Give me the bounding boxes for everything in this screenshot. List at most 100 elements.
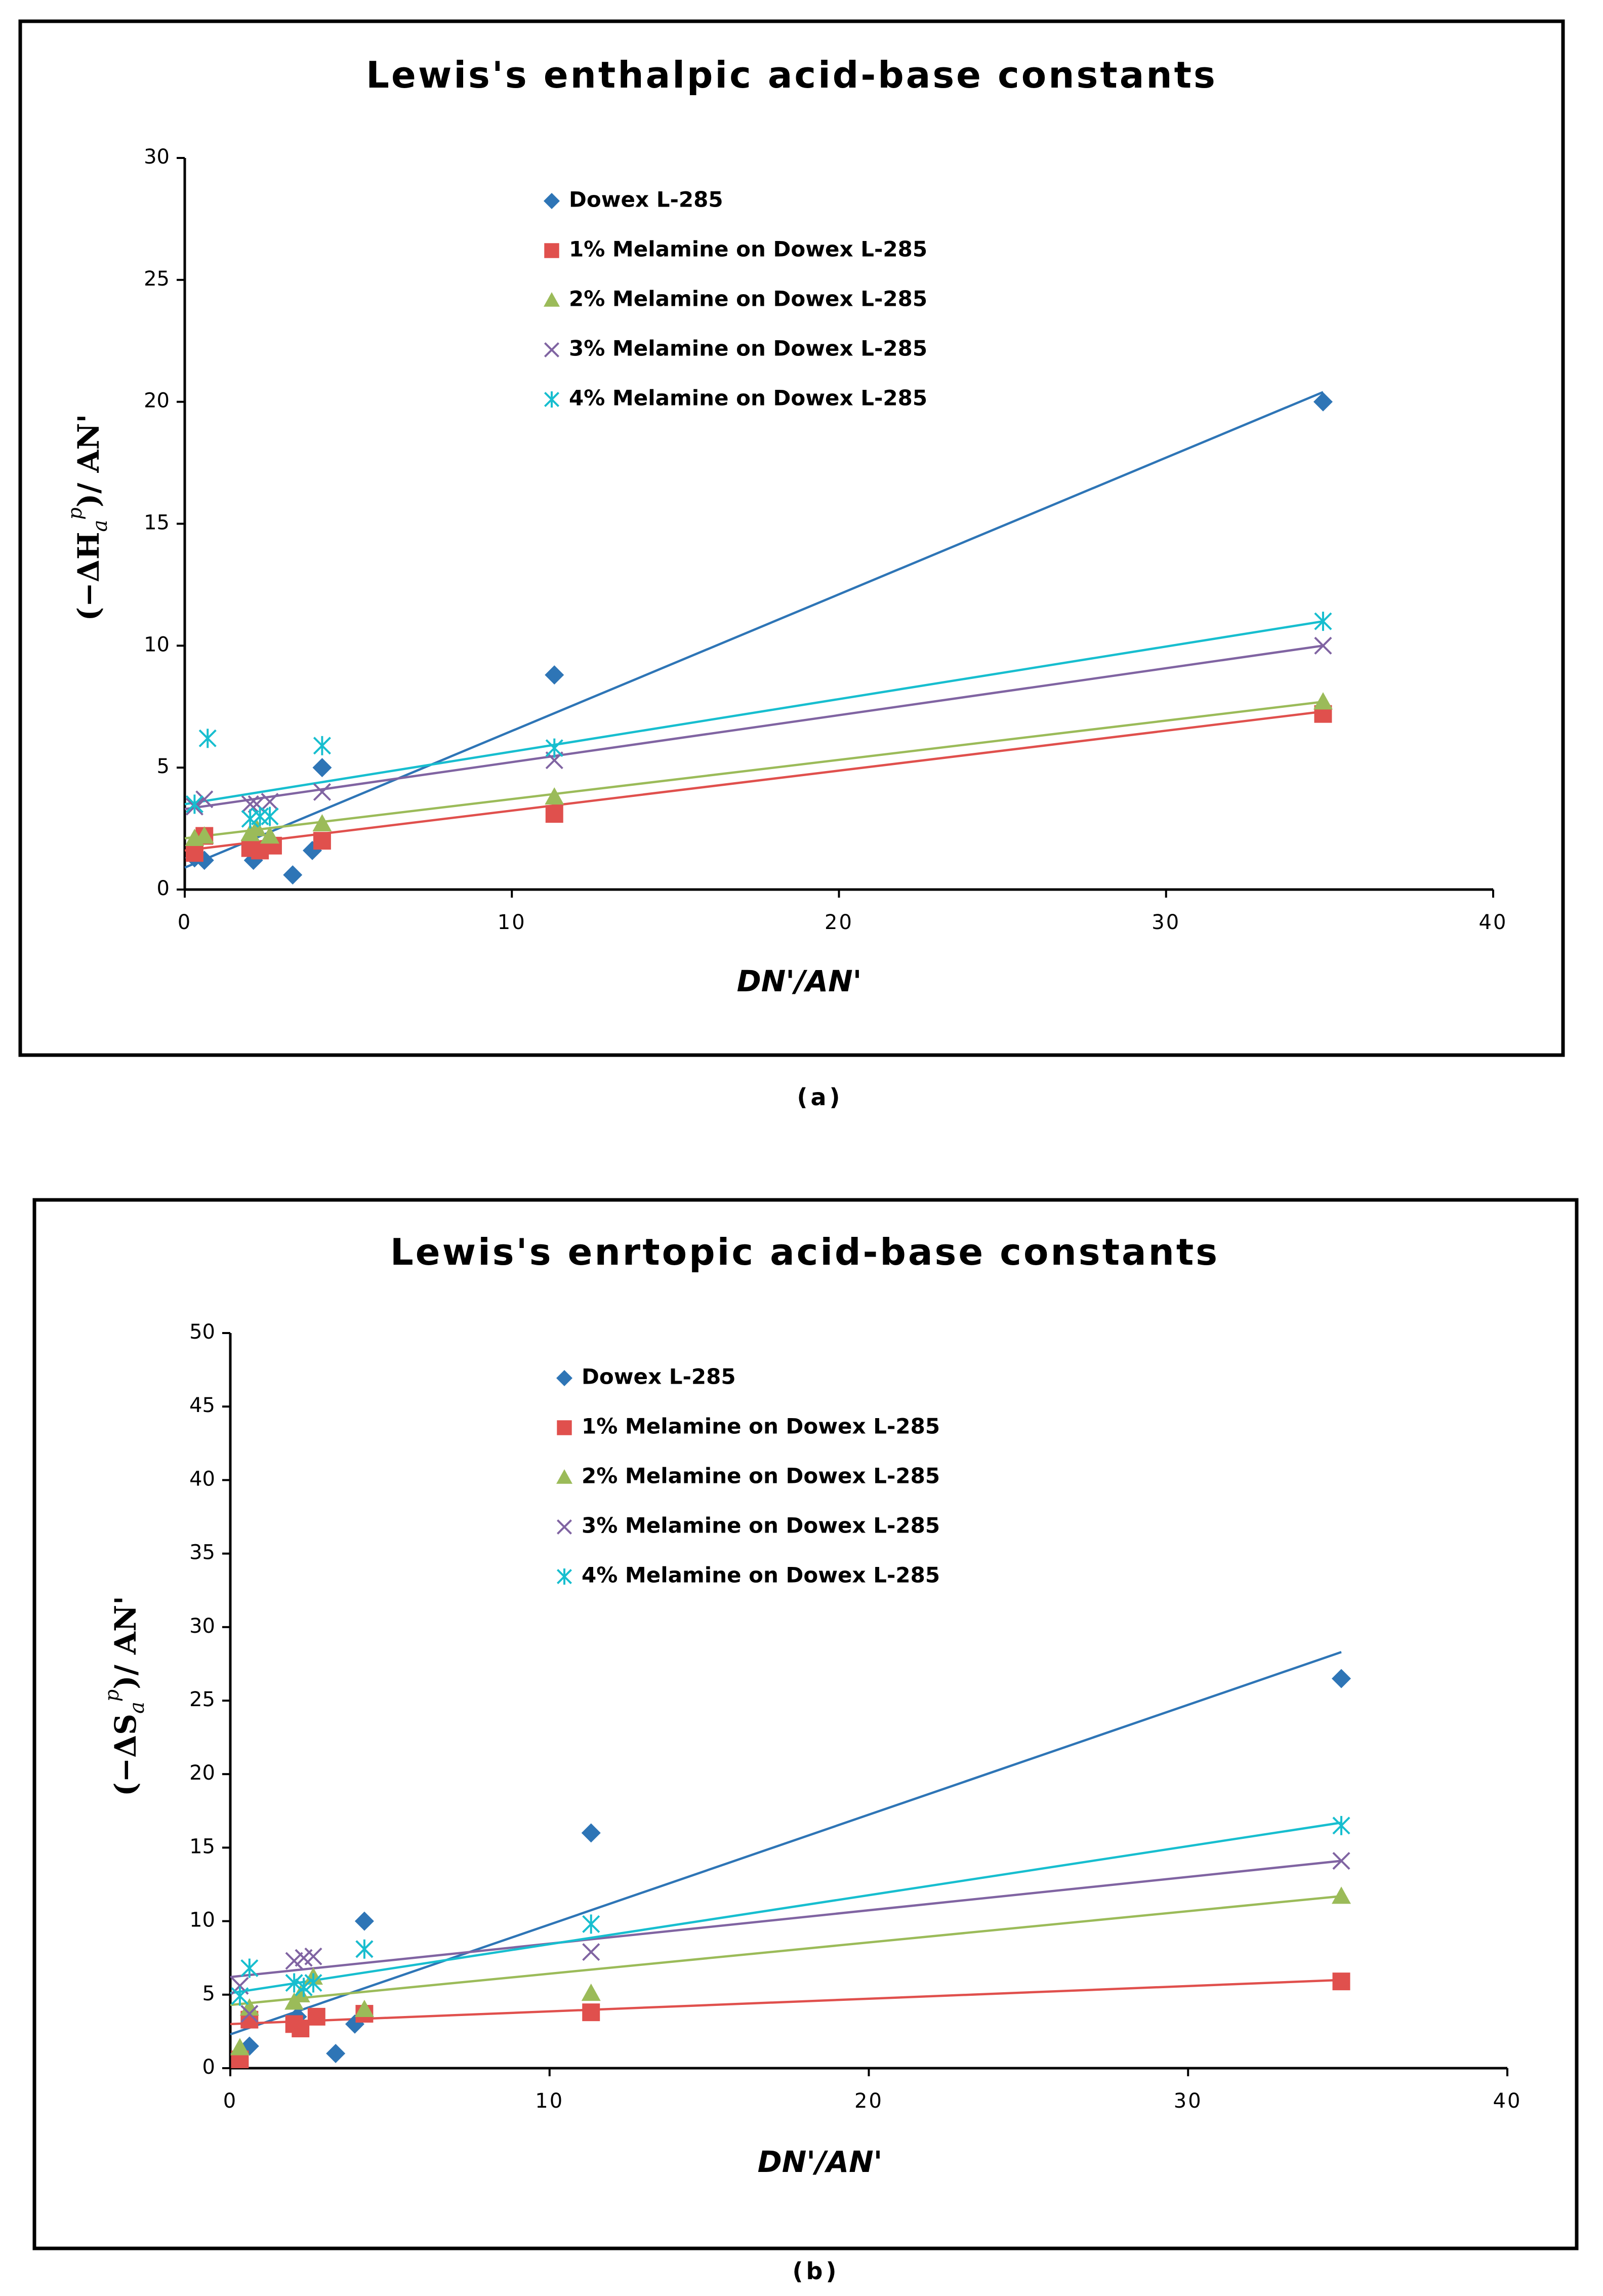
chart-b-trendline-series-5 (230, 1821, 1342, 1995)
chart-b-ytick-label: 40 (189, 1467, 215, 1491)
chart-a-point-series-1 (545, 665, 564, 685)
chart-b-caption: (b) (793, 2258, 840, 2285)
chart-a-point-series-3 (545, 787, 564, 805)
chart-a-legend-label-1: Dowex L-285 (569, 187, 723, 212)
chart-b-legend-entry-5: 4% Melamine on Dowex L-285 (556, 1563, 940, 1588)
chart-b-point-series-2 (307, 2007, 325, 2026)
chart-b-xtick-label: 20 (854, 2089, 883, 2113)
chart-b-point-series-3 (230, 2038, 250, 2056)
chart-a-ytick-label: 25 (144, 267, 170, 291)
chart-b-point-series-5 (295, 1978, 313, 1997)
chart-b-legend-marker-5 (556, 1568, 572, 1585)
chart-b-point-series-4 (1332, 1851, 1350, 1870)
chart-a-xtick-label: 20 (825, 911, 853, 934)
chart-a-legend-label-3: 2% Melamine on Dowex L-285 (569, 287, 927, 311)
chart-a-markers (185, 392, 1333, 885)
chart-b-markers (230, 1669, 1351, 2069)
panel-b-frame (32, 1198, 1579, 2250)
chart-b-title: Lewis's enrtopic acid-base constants (390, 1231, 1219, 1273)
chart-a-legend-entry-4: 3% Melamine on Dowex L-285 (544, 336, 927, 361)
chart-b-point-series-5 (1332, 1816, 1350, 1835)
chart-b-legend-label-1: Dowex L-285 (582, 1364, 736, 1389)
chart-a-point-series-5 (198, 729, 217, 748)
chart-b-point-series-3 (354, 1999, 374, 2018)
chart-b-point-series-2 (1332, 1972, 1350, 1991)
chart-b-legend-label-2: 1% Melamine on Dowex L-285 (582, 1414, 940, 1439)
chart-b-xtick-label: 30 (1174, 2089, 1203, 2113)
panel-b-chart: Lewis's enrtopic acid-base constants 0 5 1… (32, 1198, 1579, 2285)
chart-b-trendlines (230, 1651, 1342, 2036)
chart-a-point-series-3 (247, 819, 267, 836)
chart-b-legend-marker-4 (556, 1519, 572, 1535)
chart-a-legend-label-4: 3% Melamine on Dowex L-285 (569, 336, 927, 361)
chart-a-point-series-2 (545, 805, 563, 823)
chart-b-point-series-1 (1332, 1669, 1351, 1688)
chart-a-point-series-5 (545, 738, 563, 758)
chart-b-ylabel-sup: p (101, 1689, 123, 1702)
chart-a-legend-marker-2 (544, 243, 559, 258)
chart-b-trendline-series-2 (230, 1979, 1342, 2026)
chart-b-ytick-label: 50 (189, 1320, 215, 1344)
chart-b-point-series-3 (239, 1998, 259, 2016)
chart-a-trendline-series-4 (184, 645, 1324, 811)
chart-b-legend-entry-4: 3% Melamine on Dowex L-285 (556, 1513, 940, 1538)
chart-a-point-series-4 (241, 795, 259, 813)
chart-a-point-series-1 (1313, 392, 1333, 412)
chart-a-xtick-label: 10 (498, 911, 526, 934)
chart-a-trendline-series-5 (184, 620, 1324, 805)
chart-a-ylabel-close: )/ AN' (71, 414, 106, 508)
chart-a-point-series-2 (313, 832, 331, 850)
chart-a-trendline-series-2 (184, 710, 1324, 852)
chart-b-legend-marker-3 (556, 1469, 572, 1484)
chart-a-point-series-5 (313, 736, 331, 755)
chart-b-point-series-1 (326, 2043, 346, 2063)
chart-b-point-series-1 (581, 1823, 601, 1843)
chart-b-ytick-label: 10 (189, 1909, 215, 1932)
chart-b-ytick-label: 45 (189, 1394, 215, 1417)
chart-a-ytick-label: 5 (157, 755, 170, 778)
chart-a-ylabel-sub: a (89, 520, 112, 532)
chart-a-point-series-1 (312, 758, 332, 778)
chart-a-point-series-3 (312, 814, 332, 832)
chart-b-ylabel-open: (−ΔS (108, 1714, 143, 1796)
chart-b-ytick-label: 25 (189, 1688, 215, 1711)
chart-a-trendlines (184, 391, 1324, 869)
chart-b-trendline-series-1 (230, 1651, 1342, 2036)
chart-b-legend: Dowex L-285 1% Melamine on Dowex L-285 2% … (556, 1364, 940, 1588)
chart-b-legend-label-5: 4% Melamine on Dowex L-285 (582, 1563, 940, 1588)
chart-b-point-series-4 (285, 1952, 303, 1970)
chart-a-xtick-label: 0 (178, 911, 192, 934)
chart-a-title: Lewis's enthalpic acid-base constants (366, 54, 1217, 96)
chart-a-trendline-series-1 (184, 391, 1324, 869)
chart-a-ytick-label: 15 (144, 511, 170, 535)
chart-a-trendline-series-3 (184, 700, 1324, 840)
chart-a-ylabel-sup: p (64, 507, 86, 519)
chart-b-point-series-3 (581, 1983, 601, 2001)
chart-a-ytick-label: 10 (144, 633, 170, 656)
chart-b-xtick-label: 40 (1493, 2089, 1522, 2113)
chart-a-point-series-4 (261, 793, 279, 811)
chart-a-xtick-label: 40 (1479, 911, 1508, 934)
chart-b-legend-label-3: 2% Melamine on Dowex L-285 (582, 1464, 940, 1488)
chart-a-point-series-3 (260, 826, 280, 844)
chart-b-point-series-2 (582, 2003, 600, 2022)
chart-a-point-series-1 (283, 865, 303, 885)
chart-b-point-series-2 (292, 2020, 310, 2038)
chart-a-legend-entry-3: 2% Melamine on Dowex L-285 (544, 287, 927, 311)
chart-b-ytick-label: 15 (189, 1835, 215, 1858)
chart-b-point-series-5 (582, 1914, 600, 1934)
chart-b-point-series-5 (304, 1973, 322, 1993)
chart-a-point-series-4 (313, 783, 331, 801)
chart-b-ytick-label: 20 (189, 1761, 215, 1785)
chart-a-legend-label-5: 4% Melamine on Dowex L-285 (569, 386, 927, 411)
chart-a-point-series-3 (1313, 692, 1333, 710)
chart-a-legend-entry-1: Dowex L-285 (544, 187, 723, 212)
chart-a-ytick-label: 0 (157, 877, 170, 900)
chart-b-ylabel-close: )/ AN' (108, 1596, 143, 1689)
chart-a-xlabel: DN'/AN' (737, 964, 862, 998)
chart-a-legend-marker-5 (544, 391, 560, 408)
chart-b-point-series-4 (582, 1943, 600, 1961)
chart-b-xtick-label: 10 (535, 2089, 564, 2113)
chart-b-legend-label-4: 3% Melamine on Dowex L-285 (582, 1513, 940, 1538)
chart-b-point-series-3 (291, 1985, 310, 2002)
